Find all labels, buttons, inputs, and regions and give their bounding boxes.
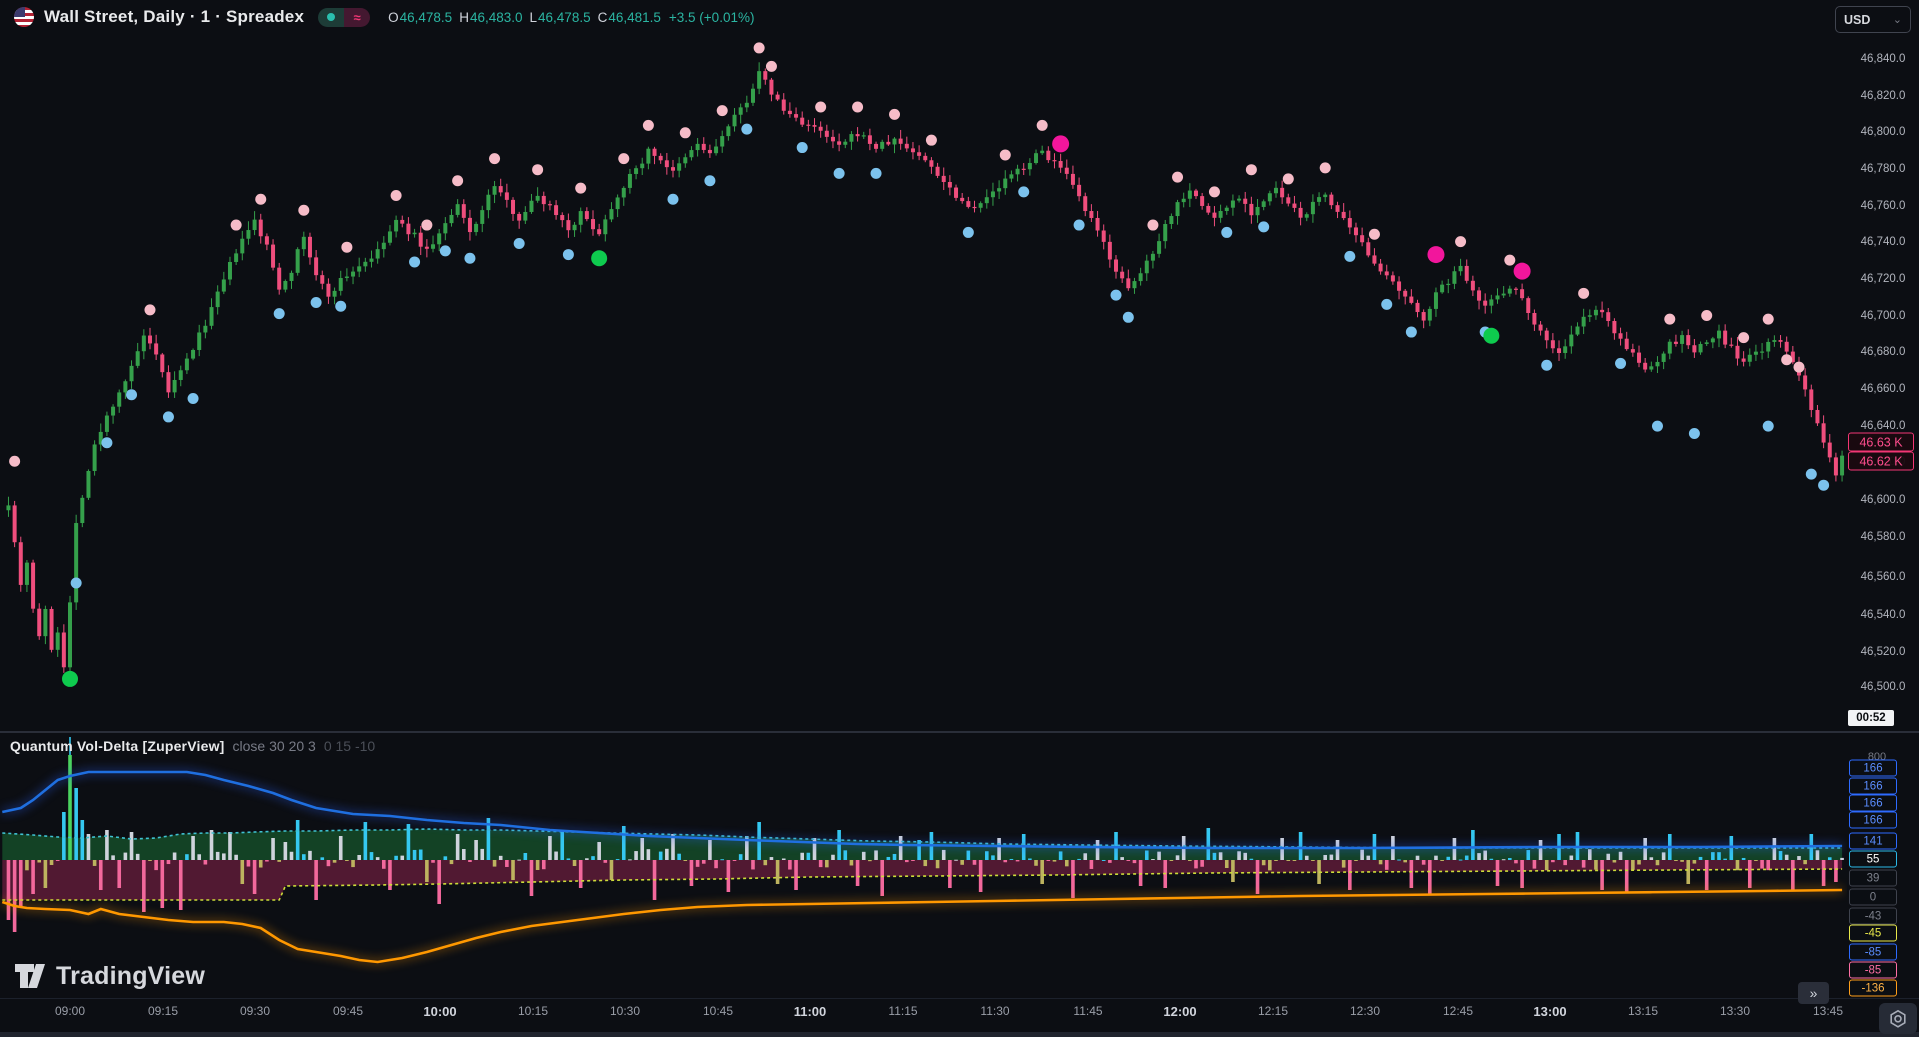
symbol-title[interactable]: Wall Street, Daily · 1 · Spreadex: [44, 7, 305, 26]
indicator-params: close 30 20 3: [232, 738, 316, 754]
price-axis-label: 46,820.0: [1860, 90, 1906, 102]
time-axis-label: 13:45: [1812, 1004, 1844, 1018]
price-axis-label: 46,600.0: [1860, 494, 1906, 506]
price-axis-label: 46,740.0: [1860, 236, 1906, 248]
candle-wicks: [7, 62, 1843, 676]
time-axis-label: 13:15: [1627, 1004, 1659, 1018]
time-axis-label: 13:00: [1533, 1004, 1567, 1019]
tradingview-logo-icon: [15, 964, 45, 988]
vol-delta-bars: [6, 737, 1844, 932]
time-axis-separator: [0, 998, 1919, 999]
sell-signal-icon[interactable]: ≈: [344, 7, 371, 27]
buy-signal-icon[interactable]: [318, 7, 345, 27]
indicator-value-box: 55: [1849, 850, 1897, 868]
time-axis-label: 11:45: [1073, 1004, 1103, 1018]
watermark-label: TradingView: [56, 961, 206, 990]
price-axis-label: 46,700.0: [1860, 310, 1906, 322]
price-axis-label: 46,680.0: [1860, 346, 1906, 358]
indicator-value-box: 141: [1849, 832, 1897, 850]
indicator-value-box: -45: [1849, 924, 1897, 942]
signal-toggle-pill[interactable]: ≈: [318, 7, 371, 27]
scroll-to-latest-button[interactable]: »: [1798, 982, 1829, 1004]
lower-dotted-line: [2, 868, 1843, 901]
time-axis-label: 12:45: [1442, 1004, 1474, 1018]
time-axis-label: 12:30: [1349, 1004, 1381, 1018]
time-axis-label: 09:30: [239, 1004, 271, 1018]
time-axis-label: 11:00: [793, 1004, 827, 1019]
time-axis-label: 13:30: [1719, 1004, 1751, 1018]
indicator-title[interactable]: Quantum Vol-Delta [ZuperView]: [10, 738, 225, 754]
price-axis-label: 46,560.0: [1860, 571, 1906, 583]
indicator-value-box: 166: [1849, 794, 1897, 812]
price-axis-label: 46,540.0: [1860, 609, 1906, 621]
main-price-pane[interactable]: [0, 0, 1847, 731]
indicator-value-box: 39: [1849, 869, 1897, 887]
price-axis-label: 46,760.0: [1860, 200, 1906, 212]
ohlc-readout: O46,478.5 H46,483.0 L46,478.5 C46,481.5 …: [388, 9, 755, 25]
time-axis-label: 10:30: [609, 1004, 641, 1018]
price-axis-label: 46,500.0: [1860, 681, 1906, 693]
price-axis-label: 46,580.0: [1860, 531, 1906, 543]
signal-markers: [9, 42, 1830, 687]
candle-bodies: [6, 71, 1845, 668]
time-axis-label: 12:15: [1257, 1004, 1289, 1018]
vol-delta-pane[interactable]: [0, 733, 1847, 997]
upper-dotted-line: [2, 828, 1843, 849]
indicator-value-box: -136: [1849, 979, 1897, 997]
window-bottom-edge: [0, 1032, 1919, 1037]
negative-delta-fill: [2, 860, 1843, 900]
last-price-tag: 46.63 K: [1848, 432, 1914, 452]
time-axis-label: 09:15: [147, 1004, 179, 1018]
indicator-value-box: 0: [1849, 888, 1897, 906]
price-axis-label: 46,800.0: [1860, 126, 1906, 138]
tradingview-watermark: TradingView: [14, 961, 205, 991]
last-price-tag: 46.62 K: [1848, 451, 1914, 471]
price-axis-label: 46,640.0: [1860, 420, 1906, 432]
indicator-value-box: 166: [1849, 777, 1897, 795]
pane-separator[interactable]: [0, 731, 1919, 733]
time-axis-label: 09:45: [332, 1004, 364, 1018]
time-axis-label: 10:45: [702, 1004, 734, 1018]
indicator-value-box: -43: [1849, 907, 1897, 925]
gear-icon: [1890, 1009, 1906, 1028]
indicator-value-box: 166: [1849, 759, 1897, 777]
price-axis-label: 46,720.0: [1860, 273, 1906, 285]
chevron-down-icon: ⌄: [1892, 14, 1902, 26]
time-axis-label: 12:00: [1163, 1004, 1197, 1019]
change-readout: +3.5 (+0.01%): [668, 9, 755, 25]
currency-dropdown[interactable]: USD ⌄: [1835, 6, 1911, 33]
price-axis-label: 46,780.0: [1860, 163, 1906, 175]
indicator-params-dim: 0 15 -10: [323, 738, 376, 754]
time-axis-label: 10:00: [423, 1004, 457, 1019]
time-axis-label: 10:15: [517, 1004, 549, 1018]
price-axis-label: 46,840.0: [1860, 53, 1906, 65]
us-flag-icon: [14, 7, 34, 27]
indicator-value-box: -85: [1849, 961, 1897, 979]
bar-close-countdown: 00:52: [1848, 710, 1894, 726]
indicator-legend[interactable]: Quantum Vol-Delta [ZuperView] close 30 2…: [10, 738, 375, 754]
lower-band-line: [1, 888, 1843, 964]
indicator-value-box: -85: [1849, 943, 1897, 961]
time-axis-label: 09:00: [54, 1004, 86, 1018]
price-axis-label: 46,660.0: [1860, 383, 1906, 395]
upper-band-line: [2, 770, 1843, 850]
axis-settings-button[interactable]: [1879, 1003, 1917, 1034]
price-axis-label: 46,520.0: [1860, 646, 1906, 658]
time-axis-label: 11:15: [888, 1004, 918, 1018]
indicator-value-box: 166: [1849, 811, 1897, 829]
time-axis-label: 11:30: [980, 1004, 1010, 1018]
double-chevron-right-icon: »: [1809, 985, 1818, 1001]
symbol-header: Wall Street, Daily · 1 · Spreadex ≈ O46,…: [14, 7, 754, 27]
